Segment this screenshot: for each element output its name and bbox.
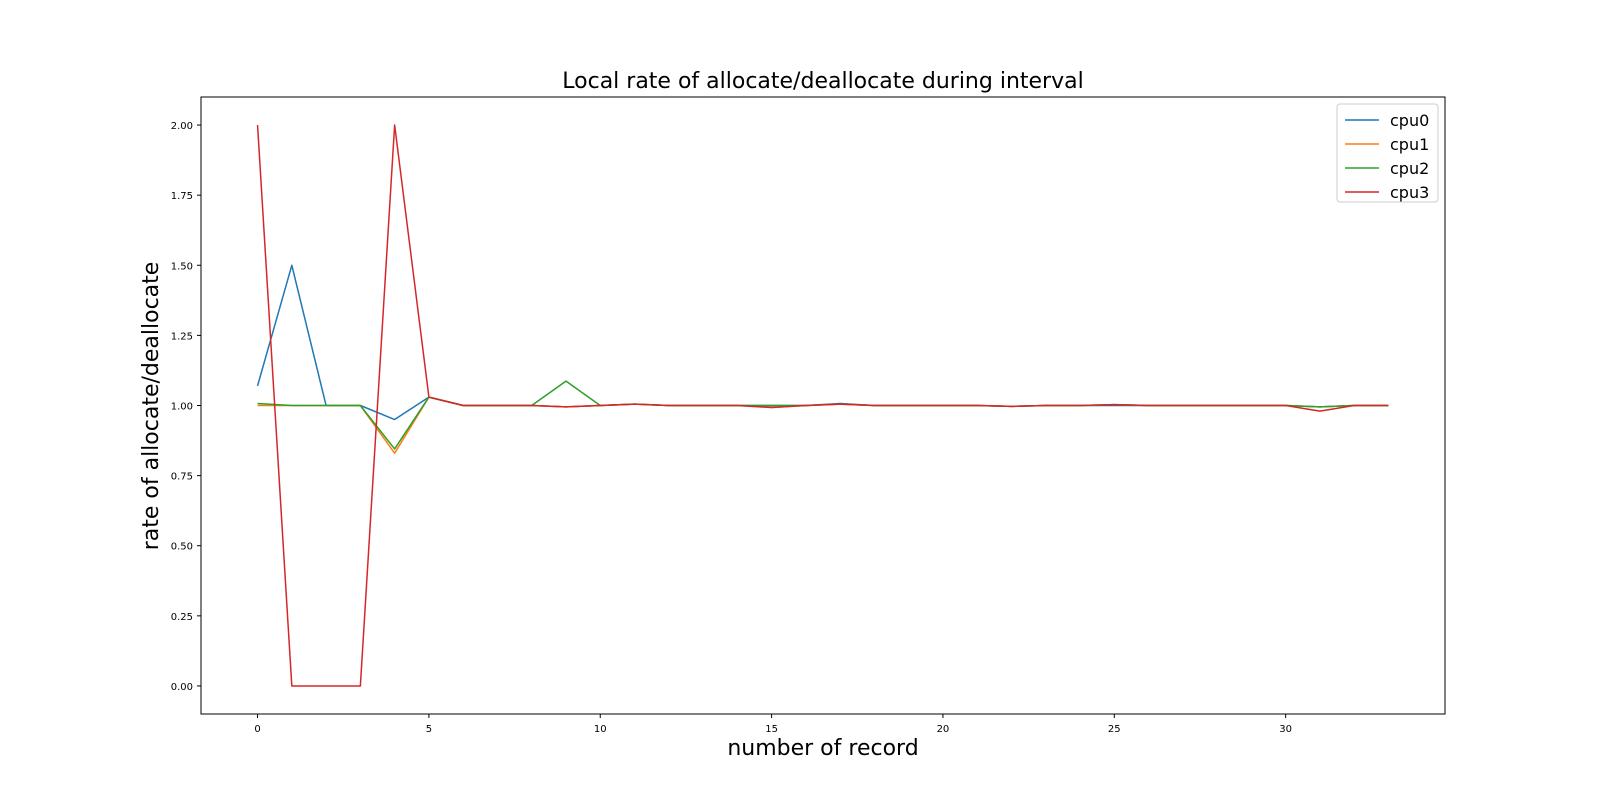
plot-area: 0 5 10 15 20 25 30 0.00 0.25 0.50 0.75 1.00 1.25 1.50… — [171, 96, 1446, 735]
x-tick-label: 25 — [1108, 724, 1121, 735]
y-axis-title: rate of allocate/deallocate — [139, 262, 164, 551]
y-tick-label: 0.50 — [171, 542, 193, 553]
x-tick-label: 30 — [1279, 724, 1292, 735]
y-tick-label: 0.00 — [171, 682, 193, 693]
x-tick-label: 20 — [937, 724, 950, 735]
x-tick-label: 10 — [594, 724, 607, 735]
y-tick-label: 1.75 — [171, 191, 193, 202]
legend: cpu0 cpu1 cpu2 cpu3 — [1336, 103, 1439, 203]
x-tick-label: 15 — [765, 724, 778, 735]
legend-label-cpu0: cpu0 — [1390, 111, 1429, 130]
chart-title: Local rate of allocate/deallocate during… — [562, 69, 1083, 94]
series-line-cpu3 — [256, 124, 1389, 687]
y-tick-label: 1.50 — [171, 261, 193, 272]
y-tick-label: 1.00 — [171, 402, 193, 413]
legend-label-cpu1: cpu1 — [1390, 135, 1429, 154]
y-tick-label: 0.25 — [171, 612, 193, 623]
x-axis-title: number of record — [727, 736, 918, 761]
legend-box — [1336, 103, 1439, 203]
legend-label-cpu2: cpu2 — [1390, 159, 1429, 178]
y-tick-label: 2.00 — [171, 121, 193, 132]
x-tick-label: 5 — [426, 724, 432, 735]
legend-label-cpu3: cpu3 — [1390, 183, 1429, 202]
x-tick-label: 0 — [254, 724, 260, 735]
y-tick-label: 1.25 — [171, 331, 193, 342]
y-tick-label: 0.75 — [171, 472, 193, 483]
